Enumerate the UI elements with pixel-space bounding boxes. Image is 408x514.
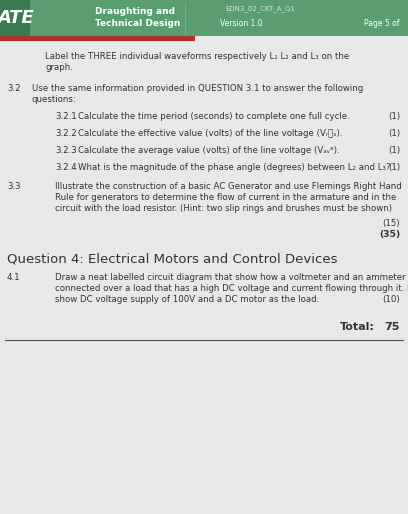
Text: 3.2.3: 3.2.3	[55, 146, 77, 155]
Text: What is the magnitude of the phase angle (degrees) between L₂ and L₃?: What is the magnitude of the phase angle…	[78, 163, 390, 172]
Text: show DC voltage supply of 100V and a DC motor as the load.: show DC voltage supply of 100V and a DC …	[55, 295, 319, 304]
Text: Illustrate the construction of a basic AC Generator and use Flemings Right Hand: Illustrate the construction of a basic A…	[55, 182, 402, 191]
Text: Page 5 of: Page 5 of	[364, 20, 400, 28]
Text: (1): (1)	[388, 129, 400, 138]
Text: EDN3_02_CKT_A_Q1: EDN3_02_CKT_A_Q1	[225, 6, 295, 12]
Text: Rule for generators to determine the flow of current in the armature and in the: Rule for generators to determine the flo…	[55, 193, 397, 202]
Text: circuit with the load resistor. (Hint: two slip rings and brushes must be shown): circuit with the load resistor. (Hint: t…	[55, 204, 392, 213]
Text: (1): (1)	[388, 146, 400, 155]
Text: graph.: graph.	[45, 63, 73, 72]
Text: Total:: Total:	[340, 322, 375, 332]
Text: Draughting and: Draughting and	[95, 7, 175, 15]
Text: questions:: questions:	[32, 95, 77, 104]
Text: 4.1: 4.1	[7, 273, 21, 282]
Text: 3.2.1: 3.2.1	[55, 112, 77, 121]
Text: 75: 75	[385, 322, 400, 332]
Text: connected over a load that has a high DC voltage and current flowing through it.: connected over a load that has a high DC…	[55, 284, 408, 293]
Text: Draw a neat labelled circuit diagram that show how a voltmeter and an ammeter ar: Draw a neat labelled circuit diagram tha…	[55, 273, 408, 282]
Bar	[0, 0, 408, 36]
Text: (1): (1)	[388, 112, 400, 121]
Bar	[0, 36, 195, 41]
Text: (35): (35)	[379, 230, 400, 239]
Text: (10): (10)	[382, 295, 400, 304]
Text: 3.2.4: 3.2.4	[55, 163, 77, 172]
Text: Version 1.0: Version 1.0	[220, 20, 263, 28]
Text: ATE: ATE	[0, 9, 33, 27]
Text: Calculate the effective value (volts) of the line voltage (Vᵣᵜₛ).: Calculate the effective value (volts) of…	[78, 129, 342, 138]
Text: Technical Design: Technical Design	[95, 20, 180, 28]
Text: Question 4: Electrical Motors and Control Devices: Question 4: Electrical Motors and Contro…	[7, 253, 337, 266]
Bar	[0, 0, 30, 36]
Text: 3.2: 3.2	[7, 84, 21, 93]
Text: (1): (1)	[388, 163, 400, 172]
Text: 3.2.2: 3.2.2	[55, 129, 77, 138]
Text: Calculate the time period (seconds) to complete one full cycle.: Calculate the time period (seconds) to c…	[78, 112, 350, 121]
Text: Use the same information provided in QUESTION 3.1 to answer the following: Use the same information provided in QUE…	[32, 84, 363, 93]
Text: 3.3: 3.3	[7, 182, 21, 191]
Text: Label the THREE individual waveforms respectively L₁ L₂ and L₃ on the: Label the THREE individual waveforms res…	[45, 52, 349, 61]
Text: (15): (15)	[382, 219, 400, 228]
Text: Calculate the average value (volts) of the line voltage (Vₐᵥᵉ).: Calculate the average value (volts) of t…	[78, 146, 339, 155]
